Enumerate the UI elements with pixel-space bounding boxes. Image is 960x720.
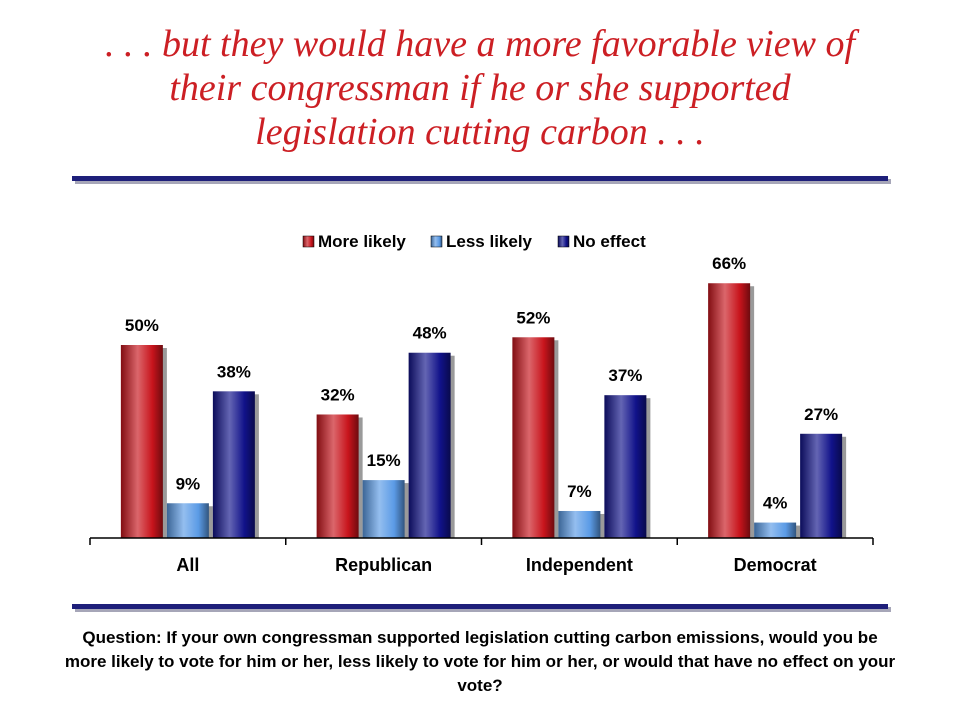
bar-less-likely-republican [362,480,405,538]
bar-less-likely-independent [558,510,601,538]
category-label: Democrat [734,555,817,575]
bar-less-likely-democrat [754,522,797,538]
title-line-3: legislation cutting carbon . . . [255,111,705,153]
bar-more-likely-democrat [708,283,751,538]
survey-question: Question: If your own congressman suppor… [64,628,896,695]
data-label: 48% [413,324,447,343]
legend-swatch [302,235,315,248]
bar-more-likely-republican [316,414,359,538]
legend-swatch [430,235,443,248]
data-label: 7% [567,482,592,501]
bar-more-likely-all [120,345,163,538]
title-line-1: . . . but they would have a more favorab… [105,23,855,65]
question-divider [72,604,888,609]
data-label: 38% [217,362,251,381]
bar-no-effect-independent [604,395,647,538]
category-label: Independent [526,555,633,575]
bar-no-effect-democrat [800,433,843,538]
bar-no-effect-all [212,391,255,538]
title-divider [72,176,888,181]
legend-label: More likely [318,232,406,251]
title-line-2: their congressman if he or she supported [169,67,791,109]
bar-more-likely-independent [512,337,555,538]
chart-legend: More likely Less likely No effect [302,232,646,251]
data-label: 37% [608,366,642,385]
legend-swatch [557,235,570,248]
data-label: 15% [367,451,401,470]
chart-axis: All Republican Independent Democrat [89,537,874,575]
data-label: 9% [176,474,201,493]
bar-no-effect-republican [408,352,451,538]
bar-chart: More likely Less likely No effect 50% 9% 38%… [89,232,874,575]
data-label: 27% [804,405,838,424]
data-label: 4% [763,494,788,513]
data-label: 52% [516,308,550,327]
data-label: 32% [321,385,355,404]
legend-label: Less likely [446,232,533,251]
category-label: Republican [335,555,432,575]
chart-bars: 50% 9% 38% 32% 15% 48% 52% 7% 37% 66% 4% 27% [120,254,847,538]
category-label: All [176,555,199,575]
bar-less-likely-all [166,503,209,538]
data-label: 50% [125,316,159,335]
data-label: 66% [712,254,746,273]
legend-label: No effect [573,232,646,251]
slide-title: . . . but they would have a more favorab… [40,22,920,154]
